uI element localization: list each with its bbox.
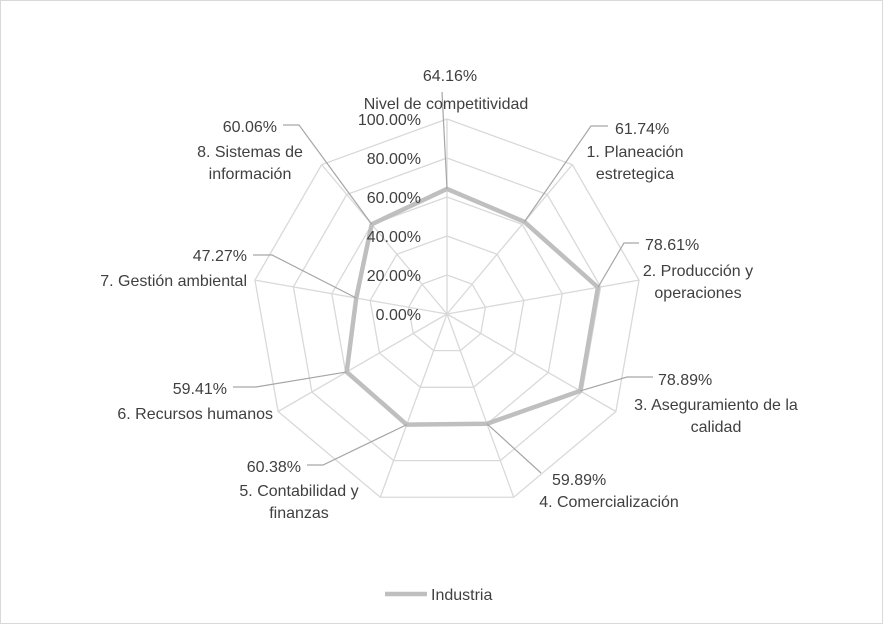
data-label: 47.27% bbox=[193, 248, 247, 265]
series-layer bbox=[344, 186, 601, 427]
category-label-line: Nivel de competitividad bbox=[364, 96, 529, 113]
grid-spoke bbox=[321, 164, 448, 315]
radial-tick-label: 0.00% bbox=[376, 307, 421, 324]
grid-ring bbox=[369, 235, 525, 388]
category-label: 2. Producción y operaciones bbox=[643, 263, 753, 302]
data-label-leader bbox=[441, 91, 448, 189]
category-label-line: 1. Planeación bbox=[587, 144, 684, 161]
grid-spoke bbox=[446, 279, 640, 315]
grid-spoke bbox=[379, 313, 448, 498]
category-label-line: operaciones bbox=[654, 285, 741, 302]
leader-lines bbox=[233, 91, 653, 474]
category-label: 6. Recursos humanos bbox=[117, 406, 273, 423]
data-label: 59.89% bbox=[552, 472, 606, 489]
data-label-leader bbox=[523, 125, 608, 223]
grid-spoke bbox=[446, 313, 617, 413]
labels-layer: 0.00% 20.00% 40.00% 60.00% 80.00% 100.00%Nive… bbox=[100, 68, 798, 522]
category-label-line: estretegica bbox=[596, 166, 674, 183]
data-label: 59.41% bbox=[173, 381, 227, 398]
category-label: 7. Gestión ambiental bbox=[100, 273, 247, 290]
category-label-line: 3. Aseguramiento de la bbox=[634, 397, 798, 414]
radial-tick-label: 40.00% bbox=[367, 229, 421, 246]
legend-label: Industria bbox=[431, 587, 492, 604]
grid-ring bbox=[292, 157, 602, 462]
data-label: 61.74% bbox=[615, 121, 669, 138]
category-label-line: 2. Producción y bbox=[643, 263, 753, 280]
series-industria-line bbox=[344, 186, 601, 427]
category-label: 1. Planeación estretegica bbox=[587, 144, 684, 183]
category-label-line: 4. Comercialización bbox=[539, 494, 679, 511]
radial-tick-label: 20.00% bbox=[367, 268, 421, 285]
grid-spoke bbox=[446, 164, 573, 315]
radial-tick-label: 60.00% bbox=[367, 190, 421, 207]
category-label-line: información bbox=[209, 166, 292, 183]
category-label-line: finanzas bbox=[269, 505, 329, 522]
data-label-leader bbox=[580, 376, 653, 392]
data-label-leader bbox=[253, 254, 357, 299]
category-label: 5. Contabilidad y finanzas bbox=[239, 483, 358, 522]
data-label-leader bbox=[307, 424, 407, 466]
data-label-leader bbox=[283, 124, 373, 225]
grid-ring bbox=[407, 274, 487, 352]
grid-spoke bbox=[277, 313, 448, 413]
data-label-leader bbox=[486, 423, 542, 474]
category-label-line: 7. Gestión ambiental bbox=[100, 273, 247, 290]
data-label: 60.38% bbox=[247, 459, 301, 476]
category-label-line: calidad bbox=[691, 419, 742, 436]
data-label-leader bbox=[233, 371, 347, 388]
category-label: 4. Comercialización bbox=[539, 494, 679, 511]
radial-tick-label: 80.00% bbox=[367, 151, 421, 168]
radar-grid bbox=[254, 118, 640, 498]
grid-spoke bbox=[446, 313, 515, 498]
category-label-line: 8. Sistemas de bbox=[197, 144, 303, 161]
data-label-leader bbox=[597, 242, 639, 288]
grid-spoke bbox=[254, 279, 448, 315]
data-label: 78.89% bbox=[658, 372, 712, 389]
data-label: 60.06% bbox=[223, 119, 277, 136]
category-label: 8. Sistemas de información bbox=[197, 144, 303, 183]
category-label: Nivel de competitividad bbox=[364, 96, 529, 113]
radial-tick-label: 100.00% bbox=[358, 112, 421, 129]
legend: Industria bbox=[385, 587, 492, 604]
category-label-line: 5. Contabilidad y bbox=[239, 483, 358, 500]
category-label-line: 6. Recursos humanos bbox=[117, 406, 273, 423]
data-label: 78.61% bbox=[645, 237, 699, 254]
grid-ring bbox=[254, 118, 640, 498]
category-label: 3. Aseguramiento de la calidad bbox=[634, 397, 798, 436]
data-label: 64.16% bbox=[423, 68, 477, 85]
